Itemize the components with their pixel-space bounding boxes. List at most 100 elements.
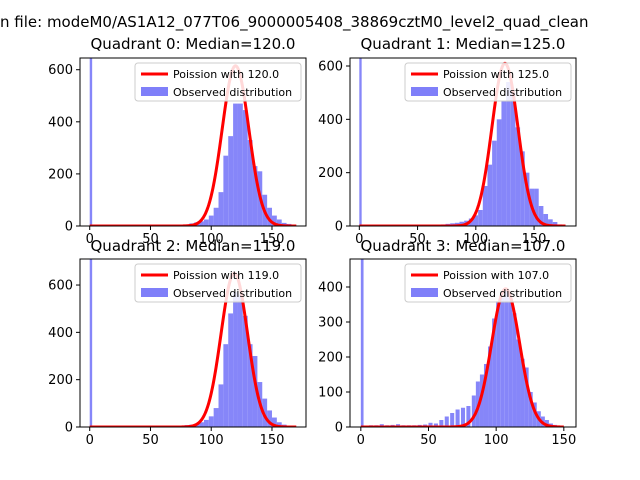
- quadrant-2-title: Quadrant 2: Median=119.0: [91, 237, 296, 255]
- histogram-bar: [228, 313, 234, 427]
- histogram-bar: [247, 344, 253, 427]
- histogram-bar: [479, 374, 484, 427]
- quadrant-1-panel: 0 50 100 150 0 200 400 600 Poission with 125.0 Ob…: [318, 35, 577, 247]
- plot-area: [89, 259, 297, 427]
- histogram-bar: [267, 207, 272, 226]
- axes-frame: [349, 57, 577, 227]
- histogram-bar: [237, 103, 243, 226]
- x-tick-label: 50: [142, 232, 159, 247]
- figure-suptitle: n file: modeM0/AS1A12_077T06_9000005408_…: [0, 13, 589, 32]
- histogram-bar: [203, 419, 209, 427]
- legend-observed-label: Observed distribution: [173, 287, 292, 300]
- histogram-bar: [203, 219, 209, 226]
- y-tick-label: 0: [65, 421, 73, 436]
- histogram-bar: [483, 364, 489, 427]
- legend-poisson-label: Poission with 125.0: [443, 68, 549, 81]
- y-tick-label: 300: [318, 316, 343, 331]
- histogram-bar: [237, 294, 243, 427]
- histogram-bar: [508, 297, 513, 427]
- histogram-bar: [252, 166, 258, 226]
- x-tick-label: 50: [409, 232, 426, 247]
- histogram-bar: [532, 402, 537, 427]
- histogram-bar: [538, 206, 544, 226]
- y-tick-label: 600: [48, 279, 73, 294]
- poisson-curve: [89, 64, 297, 226]
- poisson-curve: [360, 287, 564, 427]
- plot-area: [360, 259, 564, 427]
- legend: Poission with 125.0 Observed distribution: [404, 62, 572, 102]
- legend-observed-swatch: [411, 288, 438, 297]
- legend: Poission with 119.0 Observed distribution: [134, 263, 302, 303]
- y-tick-label: 200: [318, 351, 343, 366]
- histogram-bar: [242, 315, 248, 427]
- histogram-bar: [271, 417, 277, 427]
- legend-poisson-label: Poission with 107.0: [443, 269, 549, 282]
- histogram-bar: [516, 339, 521, 427]
- histogram-bar: [543, 214, 549, 226]
- y-tick-label: 100: [318, 386, 343, 401]
- quadrant-0-title: Quadrant 0: Median=120.0: [91, 35, 296, 53]
- legend-observed-swatch: [141, 87, 168, 96]
- histogram-bar: [450, 413, 455, 427]
- x-tick-label: 150: [260, 433, 285, 448]
- histogram-bar: [524, 367, 529, 427]
- histogram-bar: [487, 164, 493, 226]
- x-tick-label: 100: [199, 232, 224, 247]
- histogram-bar: [496, 119, 502, 226]
- histogram-bar: [276, 422, 282, 427]
- histogram-bar: [276, 219, 282, 226]
- histogram-bar: [496, 301, 501, 427]
- histogram-bar: [482, 186, 488, 226]
- histogram-bar: [473, 215, 479, 226]
- legend-observed-swatch: [141, 288, 168, 297]
- x-tick-label: 0: [355, 232, 363, 247]
- histogram-bar: [534, 188, 539, 226]
- x-tick-label: 100: [463, 232, 488, 247]
- quadrant-1-title: Quadrant 1: Median=125.0: [361, 35, 566, 53]
- histogram-bar: [199, 221, 204, 226]
- poisson-curve: [89, 271, 297, 427]
- y-tick-label: 600: [48, 63, 73, 78]
- quadrant-2-panel: 0 50 100 150 0 200 400 600 Poission with 119.0 Ob…: [48, 237, 307, 448]
- histogram-bar: [466, 406, 471, 427]
- poisson-curve: [359, 61, 566, 226]
- histogram-bar: [524, 172, 530, 226]
- histogram-bar: [501, 100, 507, 226]
- y-tick-label: 0: [335, 421, 343, 436]
- legend: Poission with 120.0 Observed distribution: [134, 62, 302, 102]
- histogram-bar: [478, 210, 483, 226]
- histogram-bar: [247, 140, 253, 226]
- plot-area: [359, 58, 566, 226]
- histogram-bar: [89, 259, 93, 427]
- quadrant-0-panel: 0 50 100 150 0 200 400 600 Poission with 120.0 Ob…: [48, 35, 307, 247]
- legend-poisson-label: Poission with 119.0: [173, 269, 279, 282]
- y-tick-label: 400: [48, 326, 73, 341]
- histogram-bar: [460, 407, 466, 427]
- histogram-bar: [233, 103, 238, 226]
- x-tick-label: 100: [484, 433, 509, 448]
- legend-observed-swatch: [411, 87, 438, 96]
- y-tick-label: 200: [48, 373, 73, 388]
- y-tick-label: 200: [48, 167, 73, 182]
- x-tick-label: 0: [357, 433, 365, 448]
- legend-observed-label: Observed distribution: [173, 86, 292, 99]
- histogram-bar: [218, 192, 224, 226]
- histogram-bar: [208, 416, 214, 427]
- histogram-bar: [213, 207, 219, 226]
- histogram-bar: [504, 288, 509, 427]
- legend-poisson-label: Poission with 120.0: [173, 68, 279, 81]
- axes-frame: [79, 57, 307, 227]
- y-tick-label: 400: [48, 115, 73, 130]
- histogram-bar: [360, 259, 364, 427]
- histogram-bar: [471, 395, 476, 427]
- x-tick-label: 100: [199, 433, 224, 448]
- histogram-bar: [552, 222, 558, 226]
- histogram-bar: [506, 82, 511, 226]
- histogram-bar: [444, 416, 449, 427]
- histogram-bar: [359, 58, 362, 226]
- legend: Poission with 107.0 Observed distribution: [404, 263, 572, 303]
- plot-area: [89, 58, 297, 226]
- x-tick-label: 150: [522, 232, 547, 247]
- y-tick-label: 0: [335, 220, 343, 235]
- histogram-bar: [213, 408, 219, 427]
